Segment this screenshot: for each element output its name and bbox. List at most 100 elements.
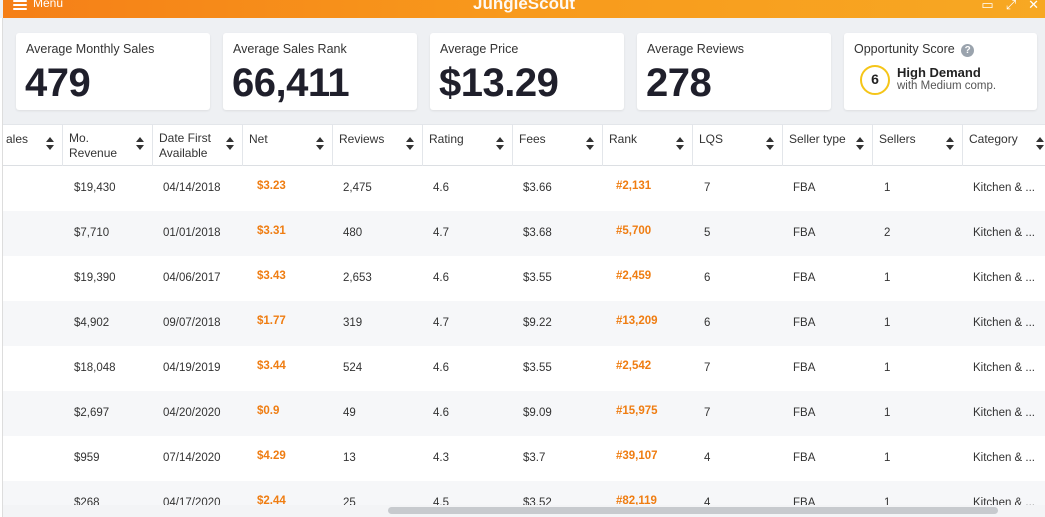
cell-sellers: 2 <box>884 227 891 239</box>
card-label: Average Sales Rank <box>233 42 347 56</box>
cell-fees: $3.7 <box>523 452 546 464</box>
sort-icon[interactable] <box>766 137 774 151</box>
sort-icon[interactable] <box>226 137 234 151</box>
cell-revenue: $18,048 <box>74 362 116 374</box>
cell-rank[interactable]: #13,209 <box>616 315 658 327</box>
table-row[interactable]: $2,697 04/20/2020 $0.9 49 4.6 $9.09 #15,975 7 FB… <box>3 391 1045 436</box>
sort-icon[interactable] <box>676 137 684 151</box>
cell-rank[interactable]: #2,459 <box>616 270 652 282</box>
sort-icon[interactable] <box>496 137 504 151</box>
column-header-category[interactable]: Category <box>963 125 1045 166</box>
table-row[interactable]: $4,902 09/07/2018 $1.77 319 4.7 $9.22 #13,209 6… <box>3 301 1045 346</box>
cell-sellers: 1 <box>884 362 891 374</box>
column-header-rank[interactable]: Rank <box>603 125 693 166</box>
cell-revenue: $2,697 <box>74 407 110 419</box>
sort-icon[interactable] <box>406 137 414 151</box>
summary-cards: Average Monthly Sales 479 Average Sales … <box>3 18 1045 124</box>
brand-title: JungleScout <box>472 0 575 13</box>
table-row[interactable]: $959 07/14/2020 $4.29 13 4.3 $3.7 #39,107 4 FBA 1… <box>3 436 1045 481</box>
sort-icon[interactable] <box>586 137 594 151</box>
cell-lqs: 5 <box>704 227 711 239</box>
sort-icon[interactable] <box>1036 137 1044 151</box>
table-row[interactable]: $19,390 04/06/2017 $3.43 2,653 4.6 $3.55 #2,45… <box>3 256 1045 301</box>
cell-rank[interactable]: #82,119 <box>616 495 657 507</box>
card-label: Average Price <box>440 42 519 56</box>
column-header-rating[interactable]: Rating <box>423 125 513 166</box>
sort-icon[interactable] <box>316 137 324 151</box>
cell-date: 09/07/2018 <box>163 317 221 329</box>
close-icon[interactable]: ✕ <box>1028 0 1039 12</box>
cell-seller-type: FBA <box>793 272 816 284</box>
cell-reviews: 13 <box>343 452 356 464</box>
cell-revenue: $959 <box>74 452 100 464</box>
sort-icon[interactable] <box>946 137 954 151</box>
horizontal-scrollbar-thumb[interactable] <box>388 507 998 514</box>
cell-sellers: 1 <box>884 317 891 329</box>
table-header: ales Mo. Revenue Date First Available Net Revi… <box>3 124 1045 166</box>
cell-rank[interactable]: #5,700 <box>616 225 652 237</box>
menu-button[interactable]: Menu <box>13 0 63 10</box>
column-header-sales[interactable]: ales <box>3 125 63 166</box>
column-header-reviews[interactable]: Reviews <box>333 125 423 166</box>
expand-icon[interactable]: ⤢ <box>1005 0 1017 12</box>
cell-seller-type: FBA <box>793 317 816 329</box>
column-header-label: Net <box>249 132 268 146</box>
cell-net: $2.44 <box>257 495 286 507</box>
cell-revenue: $7,710 <box>74 227 110 239</box>
card-value: $13.29 <box>439 61 559 105</box>
cell-net: $1.77 <box>257 315 286 327</box>
cell-net: $0.9 <box>257 405 280 417</box>
card-label: Opportunity Score <box>854 42 955 56</box>
cell-date: 07/14/2020 <box>163 452 221 464</box>
table-row[interactable]: $7,710 01/01/2018 $3.31 480 4.7 $3.68 #5,700 5 F… <box>3 211 1045 256</box>
cell-rank[interactable]: #2,131 <box>616 180 652 192</box>
hamburger-icon <box>13 0 27 10</box>
cell-category: Kitchen & ... <box>973 452 1036 464</box>
column-header-mo-revenue[interactable]: Mo. Revenue <box>63 125 153 166</box>
card-avg-sales-rank: Average Sales Rank 66,411 <box>223 33 417 110</box>
cell-fees: $9.09 <box>523 407 552 419</box>
cell-fees: $3.66 <box>523 182 552 194</box>
column-header-date-first-available[interactable]: Date First Available <box>153 125 243 166</box>
card-opportunity-score: Opportunity Score ? 6 High Demand with M… <box>844 33 1037 110</box>
cell-lqs: 7 <box>704 182 711 194</box>
cell-seller-type: FBA <box>793 407 816 419</box>
table-row[interactable]: $19,430 04/14/2018 $3.23 2,475 4.6 $3.66 #2,13… <box>3 166 1045 211</box>
cell-net: $3.43 <box>257 270 286 282</box>
sort-icon[interactable] <box>46 137 54 151</box>
cell-reviews: 524 <box>343 362 363 374</box>
cell-date: 04/20/2020 <box>163 407 221 419</box>
column-header-label: ales <box>6 132 29 146</box>
cell-date: 04/14/2018 <box>163 182 221 194</box>
sort-icon[interactable] <box>136 137 144 151</box>
cell-rank[interactable]: #15,975 <box>616 405 658 417</box>
column-header-net[interactable]: Net <box>243 125 333 166</box>
card-avg-reviews: Average Reviews 278 <box>637 33 831 110</box>
column-header-label: Category <box>969 132 1018 146</box>
left-edge-panel <box>0 18 3 517</box>
help-icon[interactable]: ? <box>961 44 975 57</box>
cell-rank[interactable]: #2,542 <box>616 360 652 372</box>
column-header-label: Sellers <box>879 132 916 146</box>
card-label: Average Reviews <box>647 42 745 56</box>
cell-rank[interactable]: #39,107 <box>616 450 658 462</box>
minimize-icon[interactable]: ▭ <box>981 0 994 12</box>
column-header-label: Rating <box>429 132 464 146</box>
column-header-fees[interactable]: Fees <box>513 125 603 166</box>
column-header-label-line2: Available <box>159 146 208 160</box>
cell-sellers: 1 <box>884 182 891 194</box>
cell-revenue: $4,902 <box>74 317 110 329</box>
cell-rating: 4.7 <box>433 227 449 239</box>
cell-category: Kitchen & ... <box>973 407 1036 419</box>
column-header-seller-type[interactable]: Seller type <box>783 125 873 166</box>
sort-icon[interactable] <box>856 137 864 151</box>
table-row[interactable]: $18,048 04/19/2019 $3.44 524 4.6 $3.55 #2,542 7… <box>3 346 1045 391</box>
column-header-sellers[interactable]: Sellers <box>873 125 963 166</box>
card-value: 66,411 <box>232 61 350 105</box>
cell-sellers: 1 <box>884 452 891 464</box>
column-header-lqs[interactable]: LQS <box>693 125 783 166</box>
column-header-label: Seller type <box>789 132 846 146</box>
cell-sellers: 1 <box>884 272 891 284</box>
cell-sellers: 1 <box>884 497 891 509</box>
